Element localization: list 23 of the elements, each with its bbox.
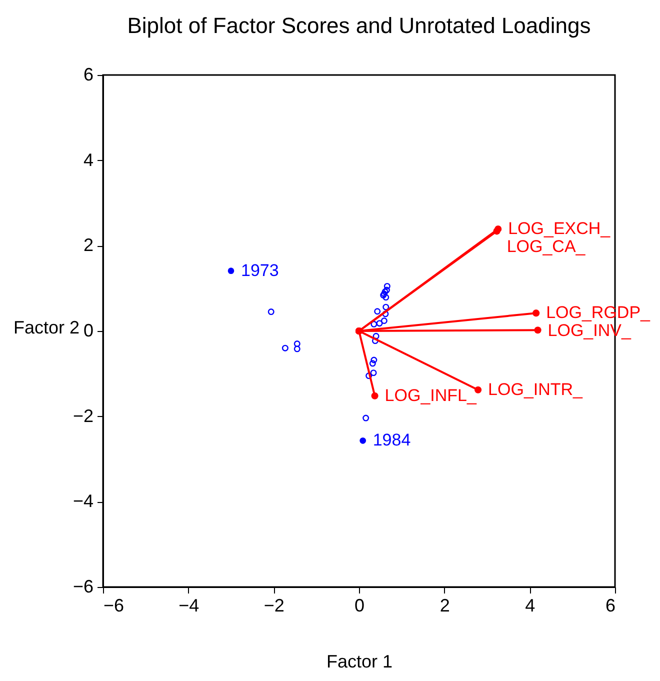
x-tick-label: 2 xyxy=(440,596,450,616)
y-tick-label: −4 xyxy=(72,491,94,512)
series-label: 1984 xyxy=(372,430,411,450)
x-tick-label: −6 xyxy=(104,596,124,616)
x-tick-label: 0 xyxy=(354,596,365,616)
series-label: LOG_INTR_ xyxy=(488,380,584,399)
chart-title: Biplot of Factor Scores and Unrotated Loadings xyxy=(127,13,591,38)
series-label: LOG_CA_ xyxy=(506,237,586,256)
y-tick-label: 2 xyxy=(83,235,94,256)
x-tick-label: 6 xyxy=(605,596,616,616)
series-label: LOG_EXCH_ xyxy=(508,219,611,238)
x-axis-title: Factor 1 xyxy=(326,652,393,672)
y-tick-label: 4 xyxy=(83,150,94,170)
y-axis-title: Factor 2 xyxy=(14,318,80,338)
y-tick-label: −6 xyxy=(72,576,94,596)
x-tick-label: −2 xyxy=(264,596,284,616)
x-tick-label: 4 xyxy=(525,596,536,616)
y-tick-label: 6 xyxy=(83,64,94,84)
series-label: 1973 xyxy=(241,260,279,280)
y-tick-label: 0 xyxy=(83,320,94,340)
x-tick-label: −4 xyxy=(178,596,200,616)
series-label: LOG_INFL_ xyxy=(384,386,477,405)
y-tick-label: −2 xyxy=(72,406,94,426)
